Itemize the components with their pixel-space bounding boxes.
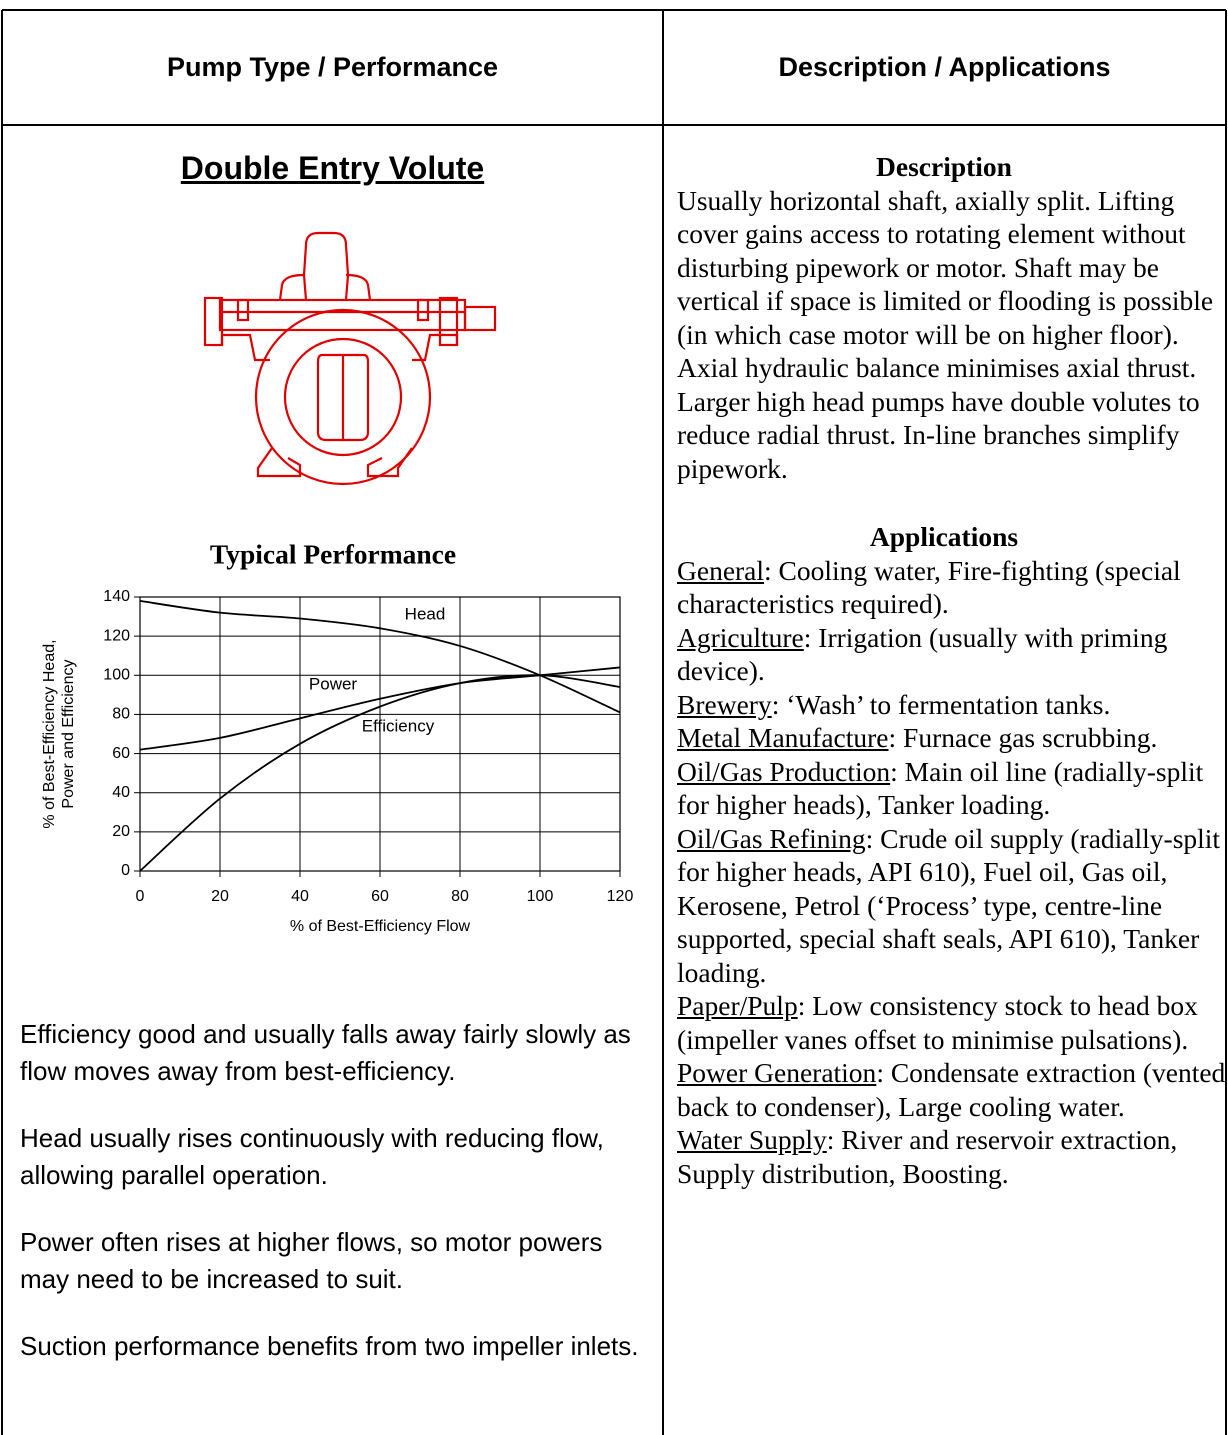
y-tick-label: 60 [112,745,130,762]
chart-title: Typical Performance [210,538,456,569]
right-column: Description Usually horizontal shaft, ax… [677,150,1228,1190]
table-border [662,10,664,1435]
y-axis-label: % of Best-Efficiency Head, [41,639,58,828]
notes: Efficiency good and usually falls away f… [20,1016,650,1395]
plot-frame [139,596,621,872]
note: Head usually rises continuously with red… [20,1123,604,1190]
application-item: Oil/Gas Production: Main oil line (radia… [677,755,1228,822]
x-tick-label: 20 [211,888,229,905]
application-item: Brewery: ‘Wash’ to fermentation tanks. [677,688,1228,722]
x-tick-label: 80 [451,888,469,905]
chart: Typical Performance 0 20 40 60 80 100 120 140 0 2… [41,538,634,935]
application-text: : Crude oil supply (radially-split for h… [677,822,1221,988]
x-tick-label: 120 [607,888,634,905]
y-axis-label: Power and Efficiency [60,659,77,808]
series-label: Head [405,604,446,623]
table-border [2,9,1226,11]
x-tick-label: 40 [291,888,309,905]
application-text: : ‘Wash’ to fermentation tanks. [771,688,1111,720]
application-item: Paper/Pulp: Low consistency stock to hea… [677,989,1228,1056]
x-axis-label: % of Best-Efficiency Flow [290,918,471,935]
sector: Agriculture [677,621,804,653]
application-item: Metal Manufacture: Furnace gas scrubbing… [677,721,1228,755]
application-text: : River and reservoir extraction, Supply… [677,1124,1178,1189]
table-border [1225,10,1227,1435]
application-text: : Low consistency stock to head box (imp… [677,990,1198,1055]
application-text: : Furnace gas scrubbing. [888,722,1158,753]
application-item: Power Generation: Condensate extraction … [677,1056,1228,1123]
application-text: : Irrigation (usually with priming devic… [677,621,1168,687]
sector: Water Supply [677,1124,827,1155]
y-tick-label: 0 [121,862,130,879]
pump-title: Double Entry Volute [180,150,485,186]
section-heading: Description [876,151,1012,182]
y-tick-label: 40 [112,784,130,801]
y-tick-label: 140 [103,588,130,605]
y-tick-label: 80 [112,706,130,723]
application-item: Oil/Gas Refining: Crude oil supply (radi… [677,822,1228,990]
series-label: Power [309,674,358,693]
column-header: Description / Applications [778,52,1111,82]
pump-drawing [203,231,497,486]
x-tick-label: 100 [527,888,554,905]
series-line [139,674,621,872]
applications-list: General: Cooling water, Fire-fighting (s… [677,554,1228,1191]
note: Efficiency good and usually falls away f… [20,1019,631,1086]
column-header: Pump Type / Performance [166,52,499,82]
y-tick-label: 100 [103,667,130,684]
note: Power often rises at higher flows, so mo… [20,1227,603,1294]
y-tick-label: 20 [112,823,130,840]
note: Suction performance benefits from two im… [20,1331,639,1361]
description-text: Usually horizontal shaft, axially split.… [677,184,1214,484]
sector: Paper/Pulp [677,990,798,1021]
sector: Metal Manufacture [677,722,889,753]
application-item: Agriculture: Irrigation (usually with pr… [677,621,1228,688]
application-text: : Main oil line (radially-split for high… [677,755,1204,821]
x-tick-label: 60 [371,888,389,905]
x-tick-label: 0 [136,888,145,905]
table-border [1,10,3,1435]
application-item: General: Cooling water, Fire-fighting (s… [677,554,1228,621]
table-border [2,124,1226,126]
section-heading: Applications [869,521,1019,552]
sector: Brewery [677,688,772,720]
series-label: Efficiency [362,716,435,735]
sector: Oil/Gas Refining [677,822,866,854]
sector: Oil/Gas Production [677,755,891,787]
y-tick-label: 120 [103,627,130,644]
application-text: : Condensate extraction (vented back to … [677,1057,1226,1122]
sector: Power Generation [677,1057,877,1088]
sector: General [677,554,765,586]
application-text: : Cooling water, Fire-fighting (special … [677,554,1181,620]
application-item: Water Supply: River and reservoir extrac… [677,1123,1228,1190]
